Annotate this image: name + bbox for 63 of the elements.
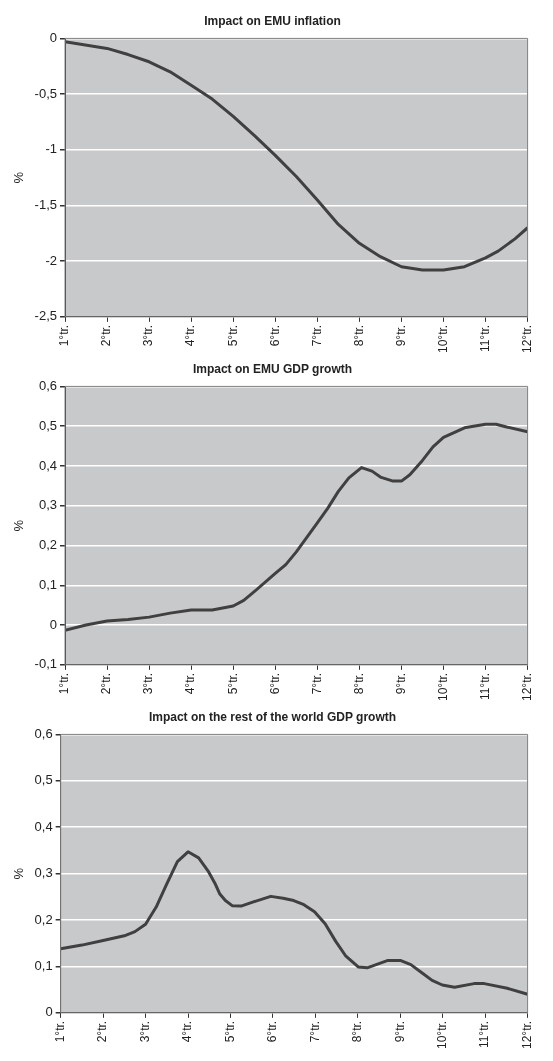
- y-axis-title: %: [11, 171, 27, 184]
- x-tick-label: 2°tr.: [99, 672, 114, 695]
- x-tick-label: 9°tr.: [392, 1020, 407, 1043]
- x-tick-label: 2°tr.: [95, 1020, 110, 1043]
- y-tick-label: 0,6: [38, 377, 57, 393]
- x-tick-label: 5°tr.: [225, 324, 240, 347]
- x-tick-label: 2°tr.: [99, 324, 114, 347]
- chart-title: Impact on the rest of the world GDP growth: [148, 709, 397, 724]
- x-tick-label: 6°tr.: [267, 324, 282, 347]
- x-tick-label: 3°tr.: [141, 672, 156, 695]
- x-tick-label: 7°tr.: [309, 672, 324, 695]
- x-tick-label: 8°tr.: [351, 324, 366, 347]
- x-tick-label: 11°tr.: [477, 1020, 492, 1049]
- x-tick-label: 4°tr.: [183, 672, 198, 695]
- x-tick-label: 5°tr.: [225, 672, 240, 695]
- x-tick-label: 9°tr.: [393, 672, 408, 695]
- y-tick-label: 0: [49, 616, 57, 632]
- y-tick-label: -1,5: [34, 197, 57, 213]
- y-tick-label: -2: [45, 252, 57, 268]
- x-tick-label: 1°tr.: [57, 672, 72, 695]
- y-tick-label: 0,2: [38, 537, 57, 553]
- y-axis-title: %: [11, 519, 27, 532]
- x-tick-label: 10°tr.: [435, 1020, 450, 1050]
- x-tick-label: 12°tr.: [519, 672, 534, 702]
- y-tick-label: 0,6: [34, 725, 53, 741]
- x-tick-label: 4°tr.: [180, 1020, 195, 1043]
- x-tick-label: 6°tr.: [265, 1020, 280, 1043]
- x-tick-label: 11°tr.: [477, 324, 492, 353]
- y-tick-label: 0,5: [34, 772, 53, 788]
- x-tick-label: 1°tr.: [52, 1020, 67, 1043]
- x-tick-label: 12°tr.: [519, 324, 534, 354]
- y-tick-label: 0: [49, 29, 57, 45]
- x-tick-label: 5°tr.: [222, 1020, 237, 1043]
- x-tick-label: 6°tr.: [267, 672, 282, 695]
- x-tick-label: 10°tr.: [435, 672, 450, 702]
- y-tick-label: 0,2: [34, 911, 53, 927]
- x-tick-label: 10°tr.: [435, 324, 450, 354]
- x-tick-label: 3°tr.: [141, 324, 156, 347]
- y-tick-label: 0,1: [38, 576, 57, 592]
- x-tick-label: 8°tr.: [350, 1020, 365, 1043]
- y-tick-label: 0,1: [34, 958, 53, 974]
- y-tick-label: 0,4: [38, 457, 57, 473]
- y-tick-label: 0,4: [34, 818, 53, 834]
- x-tick-label: 4°tr.: [183, 324, 198, 347]
- y-tick-label: 0,3: [34, 865, 53, 881]
- y-tick-label: 0: [45, 1004, 53, 1020]
- x-tick-label: 11°tr.: [477, 672, 492, 701]
- y-tick-label: -0,1: [34, 656, 57, 672]
- y-axis-title: %: [11, 867, 27, 880]
- chart-title: Impact on EMU inflation: [204, 13, 341, 28]
- y-tick-label: 0,5: [38, 417, 57, 433]
- x-tick-label: 8°tr.: [351, 672, 366, 695]
- x-tick-label: 7°tr.: [307, 1020, 322, 1043]
- x-tick-label: 1°tr.: [57, 324, 72, 347]
- x-tick-label: 9°tr.: [393, 324, 408, 347]
- y-tick-label: -2,5: [34, 308, 57, 324]
- y-tick-label: -0,5: [34, 85, 57, 101]
- y-tick-label: 0,3: [38, 497, 57, 513]
- x-tick-label: 7°tr.: [309, 324, 324, 347]
- y-tick-label: -1: [45, 141, 57, 157]
- chart-title: Impact on EMU GDP growth: [192, 361, 353, 376]
- x-tick-label: 3°tr.: [137, 1020, 152, 1043]
- x-tick-label: 12°tr.: [519, 1020, 534, 1050]
